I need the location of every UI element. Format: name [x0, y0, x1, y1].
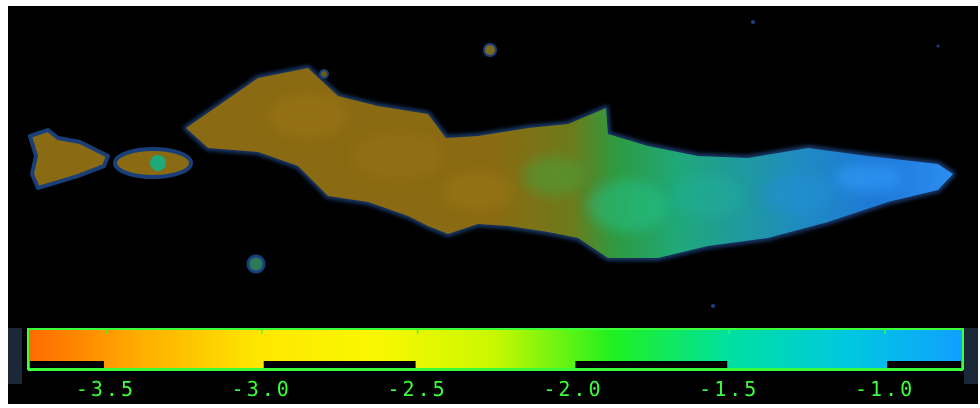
astronomical-image [28, 20, 956, 308]
viewer-frame: -3.5 -3.0 -2.5 -2.0 -1.5 -1.0 [8, 6, 978, 404]
colorbar-tick-label: -2.5 [387, 377, 447, 401]
colorbar-tick-label: -3.0 [232, 377, 292, 401]
jet-body [186, 68, 953, 258]
colorbar-gradient [27, 328, 964, 370]
knot-blob [113, 147, 193, 179]
colorbar-tick-label: -1.0 [855, 377, 915, 401]
colorbar-segment [887, 361, 961, 368]
colorbar-segment [263, 361, 416, 368]
colorbar-tick-label: -1.5 [699, 377, 759, 401]
colorbar-right-cap [964, 328, 978, 384]
colorbar-tick-label: -3.5 [76, 377, 136, 401]
colorbar-panel: -3.5 -3.0 -2.5 -2.0 -1.5 -1.0 [8, 326, 978, 404]
colorbar-left-cap [8, 328, 22, 384]
colorbar: -3.5 -3.0 -2.5 -2.0 -1.5 -1.0 [27, 328, 964, 401]
colorbar-tick-labels: -3.5 -3.0 -2.5 -2.0 -1.5 -1.0 [76, 377, 915, 401]
point-sources [246, 20, 940, 308]
colorbar-segment [30, 361, 104, 368]
colorbar-segment [575, 361, 728, 368]
colorbar-segments [30, 361, 961, 368]
colorbar-ticks [105, 329, 886, 334]
left-blob [28, 128, 110, 190]
colorbar-tick-label: -2.0 [543, 377, 603, 401]
